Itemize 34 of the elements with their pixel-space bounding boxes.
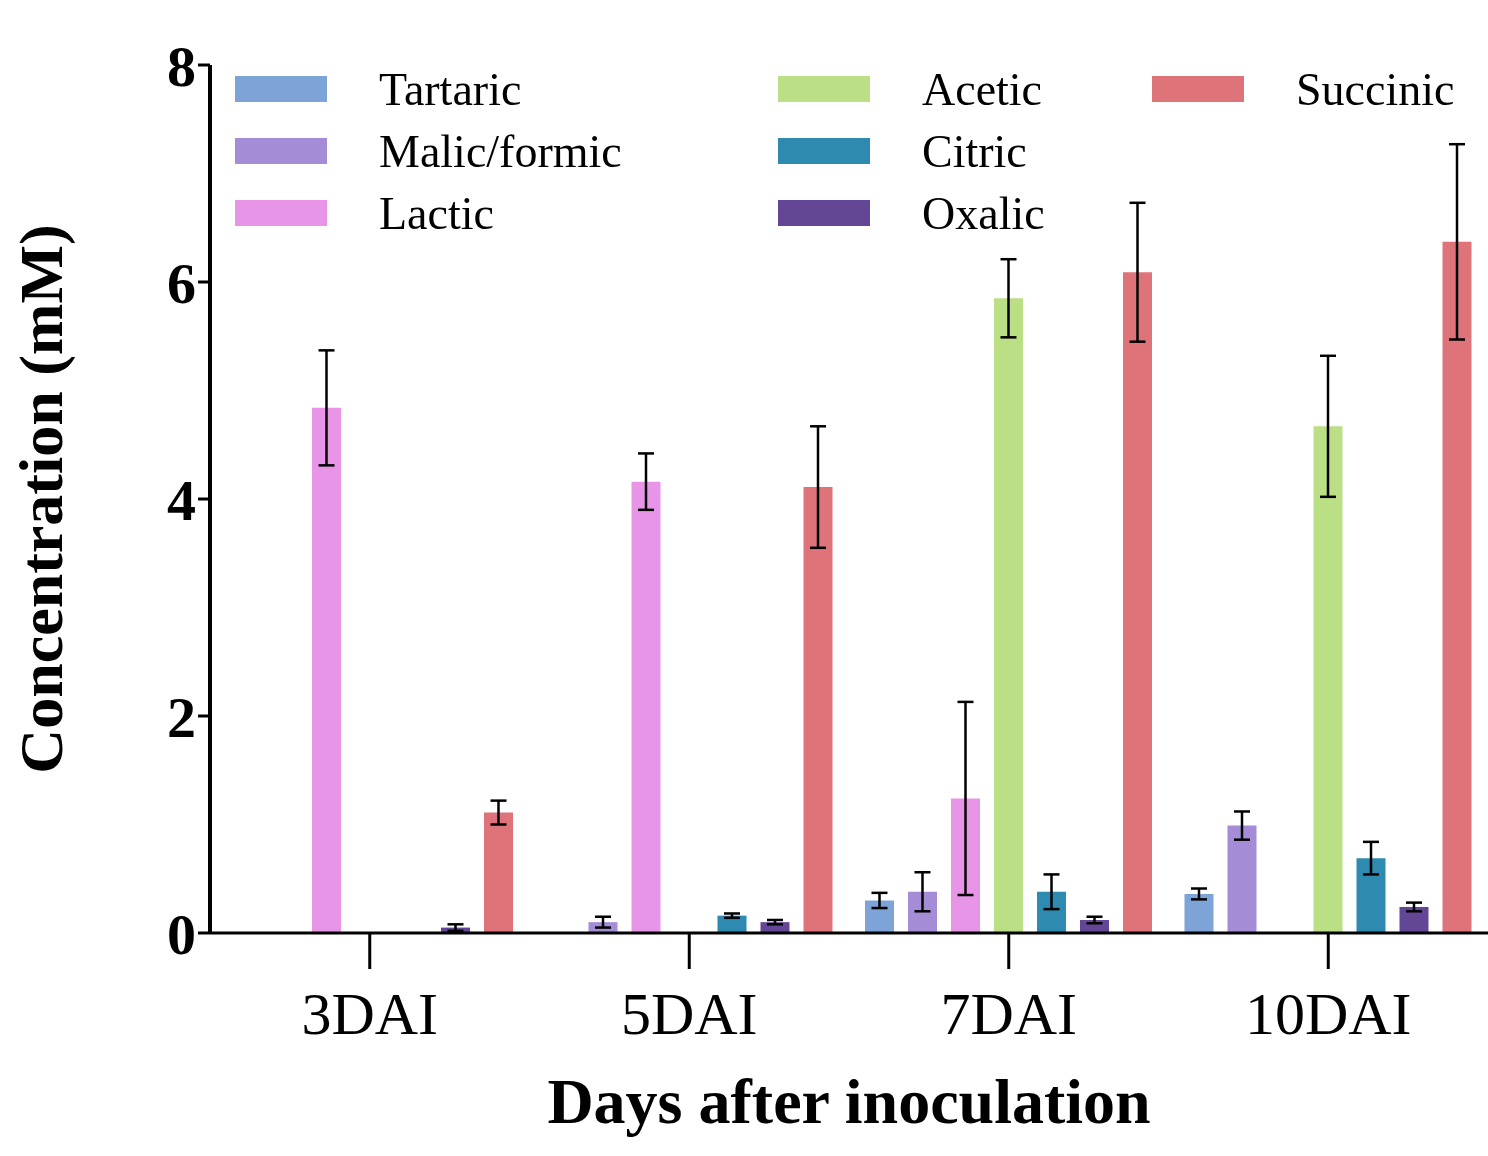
bar (908, 891, 937, 933)
x-tick-label: 5DAI (620, 980, 758, 1047)
bar (1037, 891, 1066, 933)
x-tick-label: 10DAI (1244, 980, 1412, 1047)
bar (1356, 858, 1386, 933)
y-tick-label: 4 (167, 467, 196, 533)
x-axis-title: Days after inoculation (547, 1066, 1151, 1137)
legend-label: Citric (922, 124, 1027, 178)
legend-label: Succinic (1296, 62, 1455, 116)
y-tick-label: 2 (167, 684, 196, 750)
bar (1123, 272, 1152, 933)
legend-label: Tartaric (379, 62, 522, 116)
bar (1442, 241, 1472, 933)
bar (1313, 426, 1343, 933)
x-tick-label: 7DAI (940, 980, 1078, 1047)
y-axis-title: Concentration (mM) (7, 224, 77, 774)
bar (1399, 906, 1429, 933)
legend-label: Acetic (922, 62, 1043, 116)
bar (631, 481, 661, 933)
bar (865, 900, 894, 933)
legend-label: Oxalic (922, 186, 1045, 240)
bar (803, 487, 833, 933)
x-tick-label: 3DAI (301, 980, 439, 1047)
legend-label: Malic/formic (379, 124, 622, 178)
bar (1184, 893, 1214, 933)
bar (951, 798, 980, 933)
y-tick-label: 8 (167, 33, 196, 99)
bar (312, 407, 341, 933)
bar (1227, 825, 1257, 933)
y-tick-label: 6 (167, 250, 196, 316)
bar (484, 812, 513, 933)
legend-label: Lactic (379, 186, 494, 240)
y-tick-label: 0 (167, 901, 196, 967)
bar (994, 298, 1023, 933)
